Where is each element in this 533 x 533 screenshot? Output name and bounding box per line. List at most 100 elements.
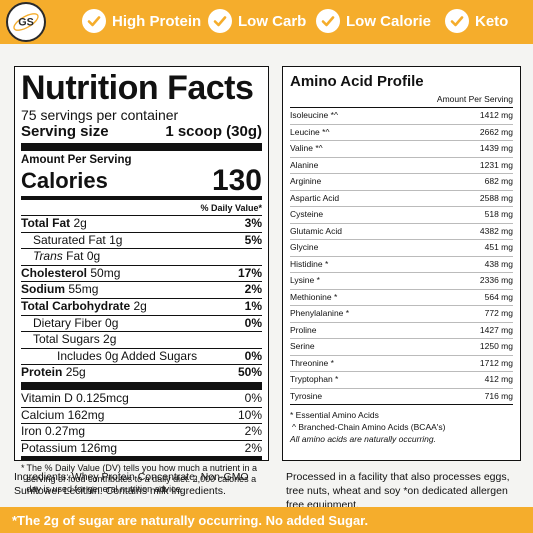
- amino-row: Alanine 1231 mg: [290, 158, 513, 174]
- amino-row: Leucine *^ 2662 mg: [290, 125, 513, 141]
- header-band: GS High Protein Low Carb Low Calorie Ket…: [0, 0, 533, 44]
- nutrient-amount: 0g: [105, 315, 119, 330]
- amino-amount: 716 mg: [484, 390, 513, 401]
- nutrient-row-total-fat: Total Fat 2g 3%: [21, 216, 262, 233]
- amino-row: Methionine * 564 mg: [290, 290, 513, 306]
- nutrient-dv: 17%: [237, 265, 262, 280]
- divider-thick: [21, 143, 262, 151]
- nutrient-amount: 2g: [73, 216, 87, 230]
- facility-text: Processed in a facility that also proces…: [286, 471, 510, 511]
- amino-amount: 564 mg: [484, 291, 513, 302]
- vitamin-row-potassium: Potassium 126mg 2%: [21, 441, 262, 457]
- amino-row: Arginine 682 mg: [290, 174, 513, 191]
- amino-row: Glutamic Acid 4382 mg: [290, 224, 513, 240]
- nutrient-label: Protein: [21, 365, 63, 380]
- amino-name: Cysteine: [290, 209, 324, 219]
- amino-amount: 412 mg: [484, 374, 513, 384]
- nutrient-label: Total Sugars: [33, 332, 100, 347]
- nutrient-label: Total Carbohydrate: [21, 298, 131, 313]
- divider-mid: [21, 456, 262, 461]
- note-essential: * Essential Amino Acids: [290, 410, 379, 420]
- amino-name: Methionine *: [290, 291, 338, 302]
- vitamin-row-d: Vitamin D 0.125mcg 0%: [21, 391, 262, 408]
- nutrient-row-sodium: Sodium 55mg 2%: [21, 282, 262, 299]
- amino-row: Histidine * 438 mg: [290, 257, 513, 273]
- amino-rows: Isoleucine *^ 1412 mg Leucine *^ 2662 mg Val…: [290, 108, 513, 405]
- badge-label: Low Calorie: [346, 12, 432, 30]
- amino-amount: 682 mg: [484, 176, 513, 186]
- amino-name: Phenylalanine *: [290, 308, 350, 318]
- nutrient-amount: 55mg: [68, 282, 99, 297]
- ingredients-text: Ingredients: Whey Protein Concentrate, N…: [14, 471, 249, 497]
- amino-name: Tryptophan *: [290, 374, 339, 384]
- calories-label: Calories: [21, 168, 108, 193]
- nutrition-facts-panel: Nutrition Facts 75 servings per containe…: [14, 66, 269, 494]
- nutrient-label: Dietary Fiber: [33, 315, 102, 330]
- amino-title: Amino Acid Profile: [290, 73, 424, 90]
- nutrition-title: Nutrition Facts: [21, 69, 254, 107]
- amino-row: Tryptophan * 412 mg: [290, 372, 513, 389]
- nutrient-row-total-sugars: Total Sugars 2g: [21, 332, 262, 349]
- badge-low-calorie: Low Calorie: [316, 9, 431, 33]
- daily-value-header: % Daily Value*: [21, 202, 262, 216]
- amino-name: Isoleucine *^: [290, 110, 338, 120]
- amount-per-serving: Amount Per Serving: [21, 154, 132, 166]
- badge-label: Low Carb: [238, 12, 307, 30]
- nutrient-amount: Fat 0g: [66, 249, 101, 264]
- amino-notes: * Essential Amino Acids ^ Branched-Chain…: [290, 409, 513, 445]
- badge-keto: Keto: [445, 9, 508, 33]
- amino-name: Threonine *: [290, 357, 334, 368]
- amino-name: Lysine *: [290, 275, 320, 285]
- vitamin-dv: 2%: [244, 424, 262, 439]
- check-icon: [208, 9, 232, 33]
- amino-amount: 1412 mg: [479, 110, 513, 120]
- check-icon: [445, 9, 469, 33]
- nutrient-label: Sodium: [21, 282, 65, 297]
- amino-name: Aspartic Acid: [290, 192, 340, 203]
- nutrient-amount: 1g: [109, 232, 123, 247]
- amino-amount: 518 mg: [484, 209, 513, 219]
- amino-name: Proline: [290, 324, 317, 335]
- nutrient-label: Trans: [33, 249, 63, 264]
- amino-row: Phenylalanine * 772 mg: [290, 306, 513, 323]
- nutrient-row-saturated-fat: Saturated Fat 1g 5%: [21, 233, 262, 250]
- nutrient-row-trans-fat: Trans Fat 0g: [21, 249, 262, 266]
- nutrient-row-total-carbohydrate: Total Carbohydrate 2g 1%: [21, 299, 262, 316]
- nutrient-dv: 1%: [244, 298, 262, 313]
- amino-row: Cysteine 518 mg: [290, 207, 513, 224]
- amino-amount: 1250 mg: [479, 341, 513, 351]
- vitamin-text: Iron 0.27mg: [21, 424, 86, 439]
- amino-amount: 2588 mg: [479, 192, 513, 203]
- nutrient-dv: 2%: [244, 282, 262, 297]
- amino-column-header: Amount Per Serving: [290, 94, 513, 108]
- vitamin-row-calcium: Calcium 162mg 10%: [21, 408, 262, 425]
- nutrient-dv: 0%: [244, 348, 262, 363]
- amino-amount: 1439 mg: [479, 143, 513, 153]
- note-natural: All amino acids are naturally occurring.: [290, 434, 436, 444]
- amino-row: Aspartic Acid 2588 mg: [290, 191, 513, 207]
- daily-value-footnote: * The % Daily Value (DV) tells you how m…: [21, 463, 262, 495]
- serving-size-value: 1 scoop (30g): [165, 123, 262, 140]
- amino-acid-panel: Amino Acid Profile Amount Per Serving Is…: [282, 66, 521, 461]
- amino-amount: 2336 mg: [479, 275, 513, 285]
- nutrient-label: Includes 0g Added Sugars: [57, 348, 198, 363]
- amino-row: Lysine * 2336 mg: [290, 273, 513, 290]
- check-icon: [82, 9, 106, 33]
- nutrient-amount: 25g: [65, 365, 86, 380]
- nutrient-row-protein: Protein 25g 50%: [21, 365, 262, 381]
- divider-thick: [21, 381, 262, 390]
- nutrient-label: Cholesterol: [21, 265, 88, 280]
- badge-label: Keto: [475, 12, 509, 30]
- nutrient-row-added-sugars: Includes 0g Added Sugars 0%: [21, 349, 262, 366]
- nutrient-amount: 50mg: [90, 265, 121, 280]
- amino-name: Glutamic Acid: [290, 225, 342, 236]
- amino-amount: 1231 mg: [479, 159, 513, 170]
- vitamin-row-iron: Iron 0.27mg 2%: [21, 424, 262, 441]
- vitamin-dv: 2%: [244, 440, 262, 455]
- nutrient-dv: 0%: [244, 315, 262, 330]
- amino-row: Glycine 451 mg: [290, 240, 513, 257]
- amino-row: Isoleucine *^ 1412 mg: [290, 108, 513, 125]
- badge-low-carb: Low Carb: [208, 9, 306, 33]
- amino-row: Serine 1250 mg: [290, 339, 513, 356]
- serving-size-row: Serving size 1 scoop (30g): [21, 123, 262, 141]
